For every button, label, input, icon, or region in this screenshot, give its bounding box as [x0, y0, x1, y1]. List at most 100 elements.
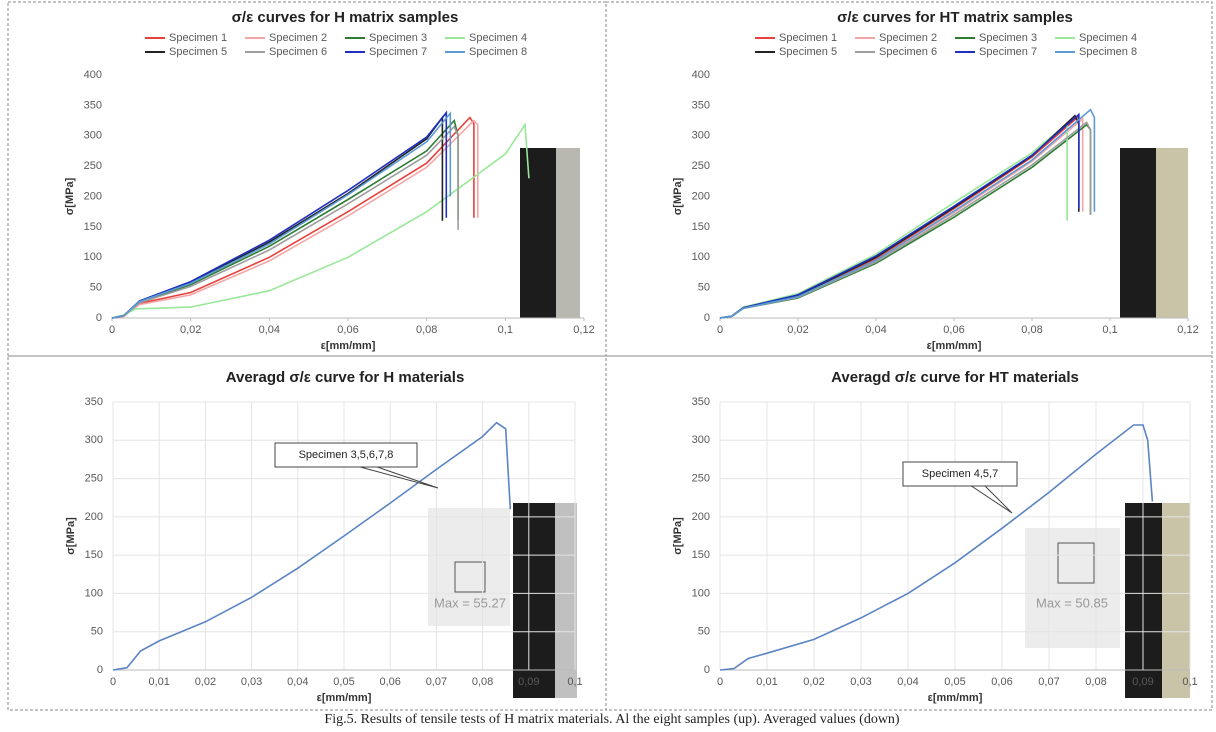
- y-tick-label: 250: [84, 160, 102, 172]
- x-tick-label: 0,01: [148, 676, 169, 688]
- x-tick-label: 0,09: [518, 676, 539, 688]
- annotation: Specimen 4,5,7: [922, 468, 998, 480]
- x-tick-label: 0,1: [567, 676, 582, 688]
- x-tick-label: 0,04: [287, 676, 308, 688]
- legend-label: Specimen 4: [1079, 32, 1137, 44]
- legend-label: Specimen 6: [269, 46, 327, 58]
- x-tick-label: 0,02: [787, 324, 808, 336]
- data-line: [719, 108, 1096, 319]
- x-tick-label: 0,1: [498, 324, 513, 336]
- y-tick-label: 150: [692, 549, 710, 561]
- y-axis-label: σ[MPa]: [65, 517, 77, 555]
- chart-title: Averagd σ/ε curve for H materials: [226, 369, 465, 386]
- y-axis-label: σ[MPa]: [64, 177, 76, 215]
- y-tick-label: 200: [692, 190, 710, 202]
- x-tick-label: 0,02: [803, 676, 824, 688]
- x-tick-label: 0: [110, 676, 116, 688]
- y-tick-label: 100: [692, 587, 710, 599]
- legend-label: Specimen 7: [979, 46, 1037, 58]
- y-tick-label: 200: [85, 511, 103, 523]
- y-tick-label: 350: [84, 99, 102, 111]
- y-tick-label: 300: [84, 130, 102, 142]
- y-tick-label: 0: [97, 664, 103, 676]
- chart-title: σ/ε curves for H matrix samples: [232, 9, 459, 26]
- data-line: [111, 111, 452, 319]
- legend-label: Specimen 8: [469, 46, 527, 58]
- annotation: Max = 55.27: [434, 595, 506, 610]
- legend-label: Specimen 2: [269, 32, 327, 44]
- y-tick-label: 400: [84, 69, 102, 81]
- x-tick-label: 0,03: [850, 676, 871, 688]
- data-line: [111, 122, 530, 319]
- y-tick-label: 200: [692, 511, 710, 523]
- data-line: [111, 119, 479, 319]
- x-tick-label: 0,12: [573, 324, 594, 336]
- y-tick-label: 100: [84, 251, 102, 263]
- y-tick-label: 300: [692, 130, 710, 142]
- x-axis-label: ε[mm/mm]: [928, 692, 983, 704]
- y-tick-label: 350: [692, 99, 710, 111]
- y-tick-label: 250: [85, 472, 103, 484]
- y-tick-label: 150: [692, 221, 710, 233]
- x-tick-label: 0,04: [865, 324, 886, 336]
- y-tick-label: 100: [692, 251, 710, 263]
- x-tick-label: 0,06: [943, 324, 964, 336]
- y-tick-label: 200: [84, 190, 102, 202]
- legend-label: Specimen 1: [779, 32, 837, 44]
- data-line: [719, 121, 1068, 319]
- data-line: [719, 114, 1080, 319]
- annotation: Specimen 3,5,6,7,8: [299, 449, 394, 461]
- y-tick-label: 0: [704, 312, 710, 324]
- x-tick-label: 0,04: [897, 676, 918, 688]
- legend-label: Specimen 7: [369, 46, 427, 58]
- y-tick-label: 350: [85, 396, 103, 408]
- x-tick-label: 0,05: [333, 676, 354, 688]
- panel-borders: [7, 1, 1213, 711]
- x-tick-label: 0,01: [756, 676, 777, 688]
- x-tick-label: 0,05: [944, 676, 965, 688]
- legend-label: Specimen 6: [879, 46, 937, 58]
- legend-label: Specimen 8: [1079, 46, 1137, 58]
- data-line: [719, 424, 1154, 671]
- legend-label: Specimen 4: [469, 32, 527, 44]
- data-line: [719, 112, 1080, 319]
- x-tick-label: 0,07: [1038, 676, 1059, 688]
- photos: [428, 148, 1190, 698]
- x-tick-label: 0,06: [379, 676, 400, 688]
- x-axis-label: ε[mm/mm]: [927, 340, 982, 352]
- x-tick-label: 0,1: [1102, 324, 1117, 336]
- callout: [274, 442, 439, 489]
- data-line: [719, 116, 1084, 319]
- y-tick-label: 250: [692, 160, 710, 172]
- y-axis-label: σ[MPa]: [672, 517, 684, 555]
- y-tick-label: 250: [692, 472, 710, 484]
- x-tick-label: 0,06: [337, 324, 358, 336]
- y-tick-label: 50: [91, 626, 103, 638]
- x-tick-label: 0,04: [259, 324, 280, 336]
- x-tick-label: 0,06: [991, 676, 1012, 688]
- y-tick-label: 100: [85, 587, 103, 599]
- x-tick-label: 0,02: [180, 324, 201, 336]
- data-line: [719, 114, 1080, 319]
- x-axis-label: ε[mm/mm]: [317, 692, 372, 704]
- x-tick-label: 0,08: [1085, 676, 1106, 688]
- x-tick-label: 0,03: [241, 676, 262, 688]
- data-line: [112, 421, 512, 671]
- x-axis-label: ε[mm/mm]: [321, 340, 376, 352]
- x-tick-label: 0,08: [416, 324, 437, 336]
- y-tick-label: 300: [85, 434, 103, 446]
- legend-label: Specimen 5: [779, 46, 837, 58]
- y-tick-label: 0: [96, 312, 102, 324]
- y-tick-label: 150: [85, 549, 103, 561]
- data-line: [111, 116, 475, 319]
- y-tick-label: 50: [698, 626, 710, 638]
- y-axis-label: σ[MPa]: [672, 177, 684, 215]
- x-tick-label: 0: [717, 324, 723, 336]
- chart-title: σ/ε curves for HT matrix samples: [837, 9, 1073, 26]
- y-tick-label: 400: [692, 69, 710, 81]
- legend-label: Specimen 3: [369, 32, 427, 44]
- callout: [902, 461, 1018, 514]
- x-tick-label: 0,08: [472, 676, 493, 688]
- x-tick-label: 0: [109, 324, 115, 336]
